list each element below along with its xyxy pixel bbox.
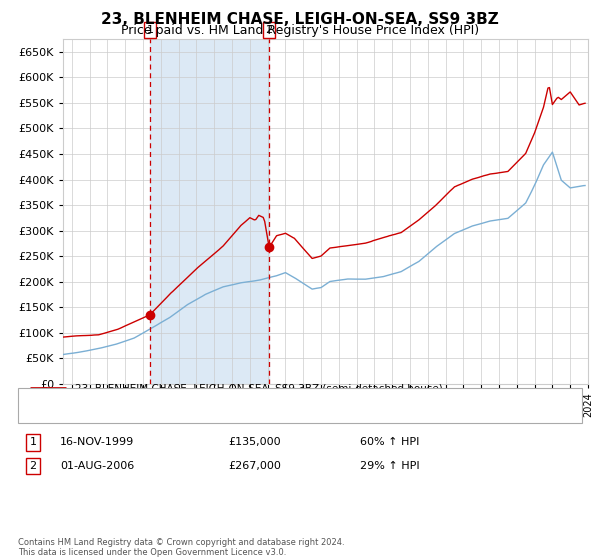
Text: Contains HM Land Registry data © Crown copyright and database right 2024.
This d: Contains HM Land Registry data © Crown c… — [18, 538, 344, 557]
Text: £135,000: £135,000 — [228, 437, 281, 447]
Text: HPI: Average price, semi-detached house, Southend-on-Sea: HPI: Average price, semi-detached house,… — [75, 398, 387, 407]
Text: 2: 2 — [29, 461, 37, 471]
Text: 29% ↑ HPI: 29% ↑ HPI — [360, 461, 419, 471]
Text: 2: 2 — [266, 25, 272, 35]
Text: 23, BLENHEIM CHASE, LEIGH-ON-SEA, SS9 3BZ (semi-detached house): 23, BLENHEIM CHASE, LEIGH-ON-SEA, SS9 3B… — [75, 384, 443, 393]
Text: 60% ↑ HPI: 60% ↑ HPI — [360, 437, 419, 447]
Text: 1: 1 — [146, 25, 154, 35]
Text: 01-AUG-2006: 01-AUG-2006 — [60, 461, 134, 471]
Text: 1: 1 — [29, 437, 37, 447]
Text: 23, BLENHEIM CHASE, LEIGH-ON-SEA, SS9 3BZ: 23, BLENHEIM CHASE, LEIGH-ON-SEA, SS9 3B… — [101, 12, 499, 27]
Text: £267,000: £267,000 — [228, 461, 281, 471]
Text: Price paid vs. HM Land Registry's House Price Index (HPI): Price paid vs. HM Land Registry's House … — [121, 24, 479, 37]
Text: 16-NOV-1999: 16-NOV-1999 — [60, 437, 134, 447]
Bar — [150, 39, 269, 384]
